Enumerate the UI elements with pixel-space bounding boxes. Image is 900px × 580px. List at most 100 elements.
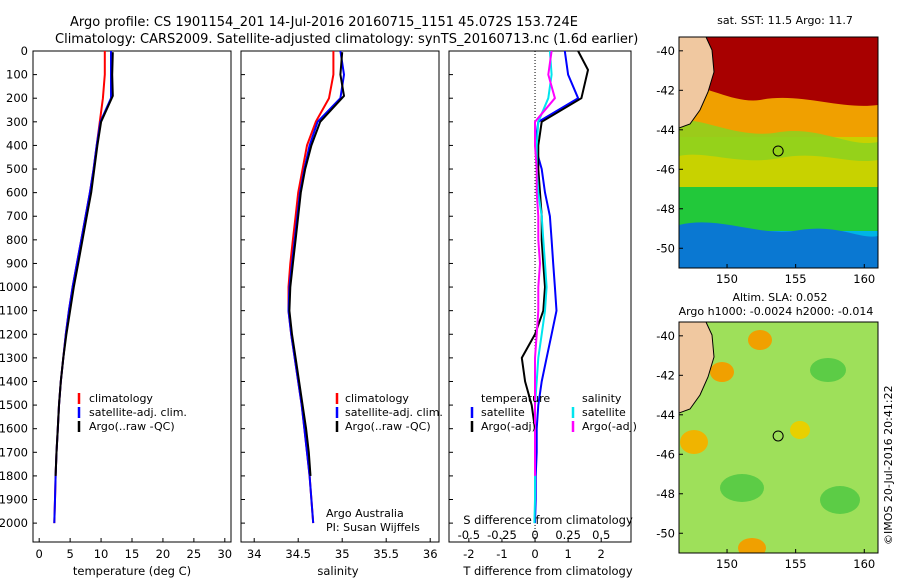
header-line2: Climatology: CARS2009. Satellite-adjuste… (55, 32, 638, 47)
lat-tick-label: -42 (656, 368, 675, 382)
sla-high-anomaly (790, 421, 810, 439)
salinity-plot-frame (240, 50, 440, 543)
salinity-profiles (287, 51, 345, 524)
sst-warm-region (679, 37, 878, 106)
lat-tick-label: -48 (656, 202, 675, 216)
t-difference-x-axis: -2 -1 0 1 2 (463, 538, 605, 561)
depth-tick-label: 300 (6, 115, 28, 129)
depth-tick-label: 0 (21, 44, 28, 58)
temperature-legend: climatology satellite-adj. clim. Argo(..… (77, 392, 187, 433)
x-tick-label: 10 (94, 547, 109, 561)
argo-float-marker-sst (772, 145, 784, 157)
lat-tick-label: -44 (656, 408, 675, 422)
x-tick-label: 15 (125, 547, 140, 561)
credit-text: ©IMOS 20-Jul-2016 20:41:22 (882, 385, 895, 545)
legend-s-argo: Argo(-adj) (582, 420, 637, 433)
salinity-xlabel: salinity (317, 564, 358, 578)
x-tick-label: -1 (496, 547, 507, 561)
land-tasmania (679, 37, 715, 129)
temperature-profiles (53, 51, 114, 524)
x-tick-label: 30 (217, 547, 232, 561)
temperature-xlabel: temperature (deg C) (73, 564, 191, 578)
depth-tick-label: 500 (6, 162, 28, 176)
series-argo-raw-qc- (54, 52, 114, 476)
sla-map-field (679, 322, 878, 553)
sla-map-axes: 150 155 160 -40 -42 -44 -46 -48 -50 (656, 329, 875, 571)
sst-cold-region (679, 222, 878, 268)
depth-tick-label: 800 (6, 233, 28, 247)
lon-tick-label: 160 (853, 557, 875, 571)
sla-low-anomaly (820, 486, 860, 514)
series-argo-raw-qc- (288, 52, 345, 476)
x-tick-label: 25 (187, 547, 202, 561)
x-tick-label: 20 (156, 547, 171, 561)
t-difference-xlabel: T difference from climatology (462, 564, 633, 578)
s-diff-tick-label: 0.25 (555, 528, 581, 542)
sla-high-anomaly (680, 430, 708, 454)
series-temperature-argo-adj- (520, 51, 589, 476)
sst-map-axes: 150 155 160 -40 -42 -44 -46 -48 -50 (656, 44, 875, 286)
legend-t-satellite: satellite (481, 406, 525, 419)
legend-satellite-adj: satellite-adj. clim. (89, 406, 187, 419)
sla-map-title2: Argo h1000: -0.0024 h2000: -0.014 (679, 305, 874, 318)
sla-high-anomaly (748, 330, 772, 350)
lat-tick-label: -40 (656, 329, 675, 343)
sla-high-anomaly (710, 362, 734, 382)
lat-tick-label: -42 (656, 83, 675, 97)
legend-t-argo: Argo(-adj) (481, 420, 536, 433)
depth-tick-label: 1200 (0, 327, 28, 341)
lon-tick-label: 160 (853, 272, 875, 286)
lat-tick-label: -50 (656, 241, 675, 255)
legend-climatology: climatology (345, 392, 409, 405)
legend-s-satellite: satellite (582, 406, 626, 419)
lat-tick-label: -48 (656, 487, 675, 501)
lat-tick-label: -46 (656, 447, 675, 461)
argo-float-marker-sla (772, 430, 784, 442)
land-tasmania (679, 322, 715, 414)
x-tick-label: 35.5 (373, 547, 399, 561)
temperature-x-axis: 0 5 10 15 20 25 30 (36, 538, 232, 561)
lat-tick-label: -40 (656, 44, 675, 58)
sst-map-title: sat. SST: 11.5 Argo: 11.7 (717, 14, 853, 27)
depth-tick-label: 1500 (0, 398, 28, 412)
series-climatology (53, 51, 106, 524)
legend-argo-raw: Argo(..raw -QC) (345, 420, 431, 433)
x-tick-label: 0 (36, 547, 43, 561)
s-diff-tick-label: -0.25 (487, 528, 517, 542)
lat-tick-label: -44 (656, 123, 675, 137)
lon-tick-label: 155 (785, 272, 807, 286)
x-tick-label: 35 (335, 547, 350, 561)
legend-temperature-heading: temperature (481, 392, 550, 405)
depth-tick-label: 1300 (0, 351, 28, 365)
x-tick-label: -2 (463, 547, 474, 561)
difference-profiles (520, 51, 589, 524)
depth-tick-label: 2000 (0, 516, 28, 530)
difference-plot-frame (448, 50, 632, 543)
depth-tick-label: 1800 (0, 469, 28, 483)
x-tick-label: 2 (598, 547, 605, 561)
series-salinity-argo-adj- (534, 51, 556, 476)
legend-salinity-heading: salinity (582, 392, 622, 405)
annotation-line1: Argo Australia (326, 507, 404, 520)
x-tick-label: 36 (423, 547, 438, 561)
depth-axis: 0 100 200 300 400 500 600 700 800 900 1000 1100 1200… (0, 44, 453, 530)
depth-tick-label: 1100 (0, 304, 28, 318)
salinity-x-axis: 34 34.5 35 35.5 36 (247, 538, 438, 561)
depth-tick-label: 700 (6, 209, 28, 223)
salinity-legend: climatology satellite-adj. clim. Argo(..… (335, 392, 443, 433)
s-difference-x-axis: -0.5-0.2500.250.5 (458, 528, 611, 542)
depth-tick-label: 1700 (0, 445, 28, 459)
sla-map-title1: Altim. SLA: 0.052 (732, 291, 827, 304)
lon-tick-label: 150 (716, 272, 738, 286)
depth-tick-label: 1900 (0, 493, 28, 507)
depth-tick-label: 1400 (0, 374, 28, 388)
depth-tick-label: 600 (6, 186, 28, 200)
legend-argo-raw: Argo(..raw -QC) (89, 420, 175, 433)
sst-front (679, 119, 878, 162)
sla-high-anomaly (738, 538, 766, 553)
series-satellite-adj-clim- (53, 51, 112, 524)
x-tick-label: 5 (66, 547, 73, 561)
depth-tick-label: 200 (6, 91, 28, 105)
header-line1: Argo profile: CS 1901154_201 14-Jul-2016… (70, 15, 578, 30)
